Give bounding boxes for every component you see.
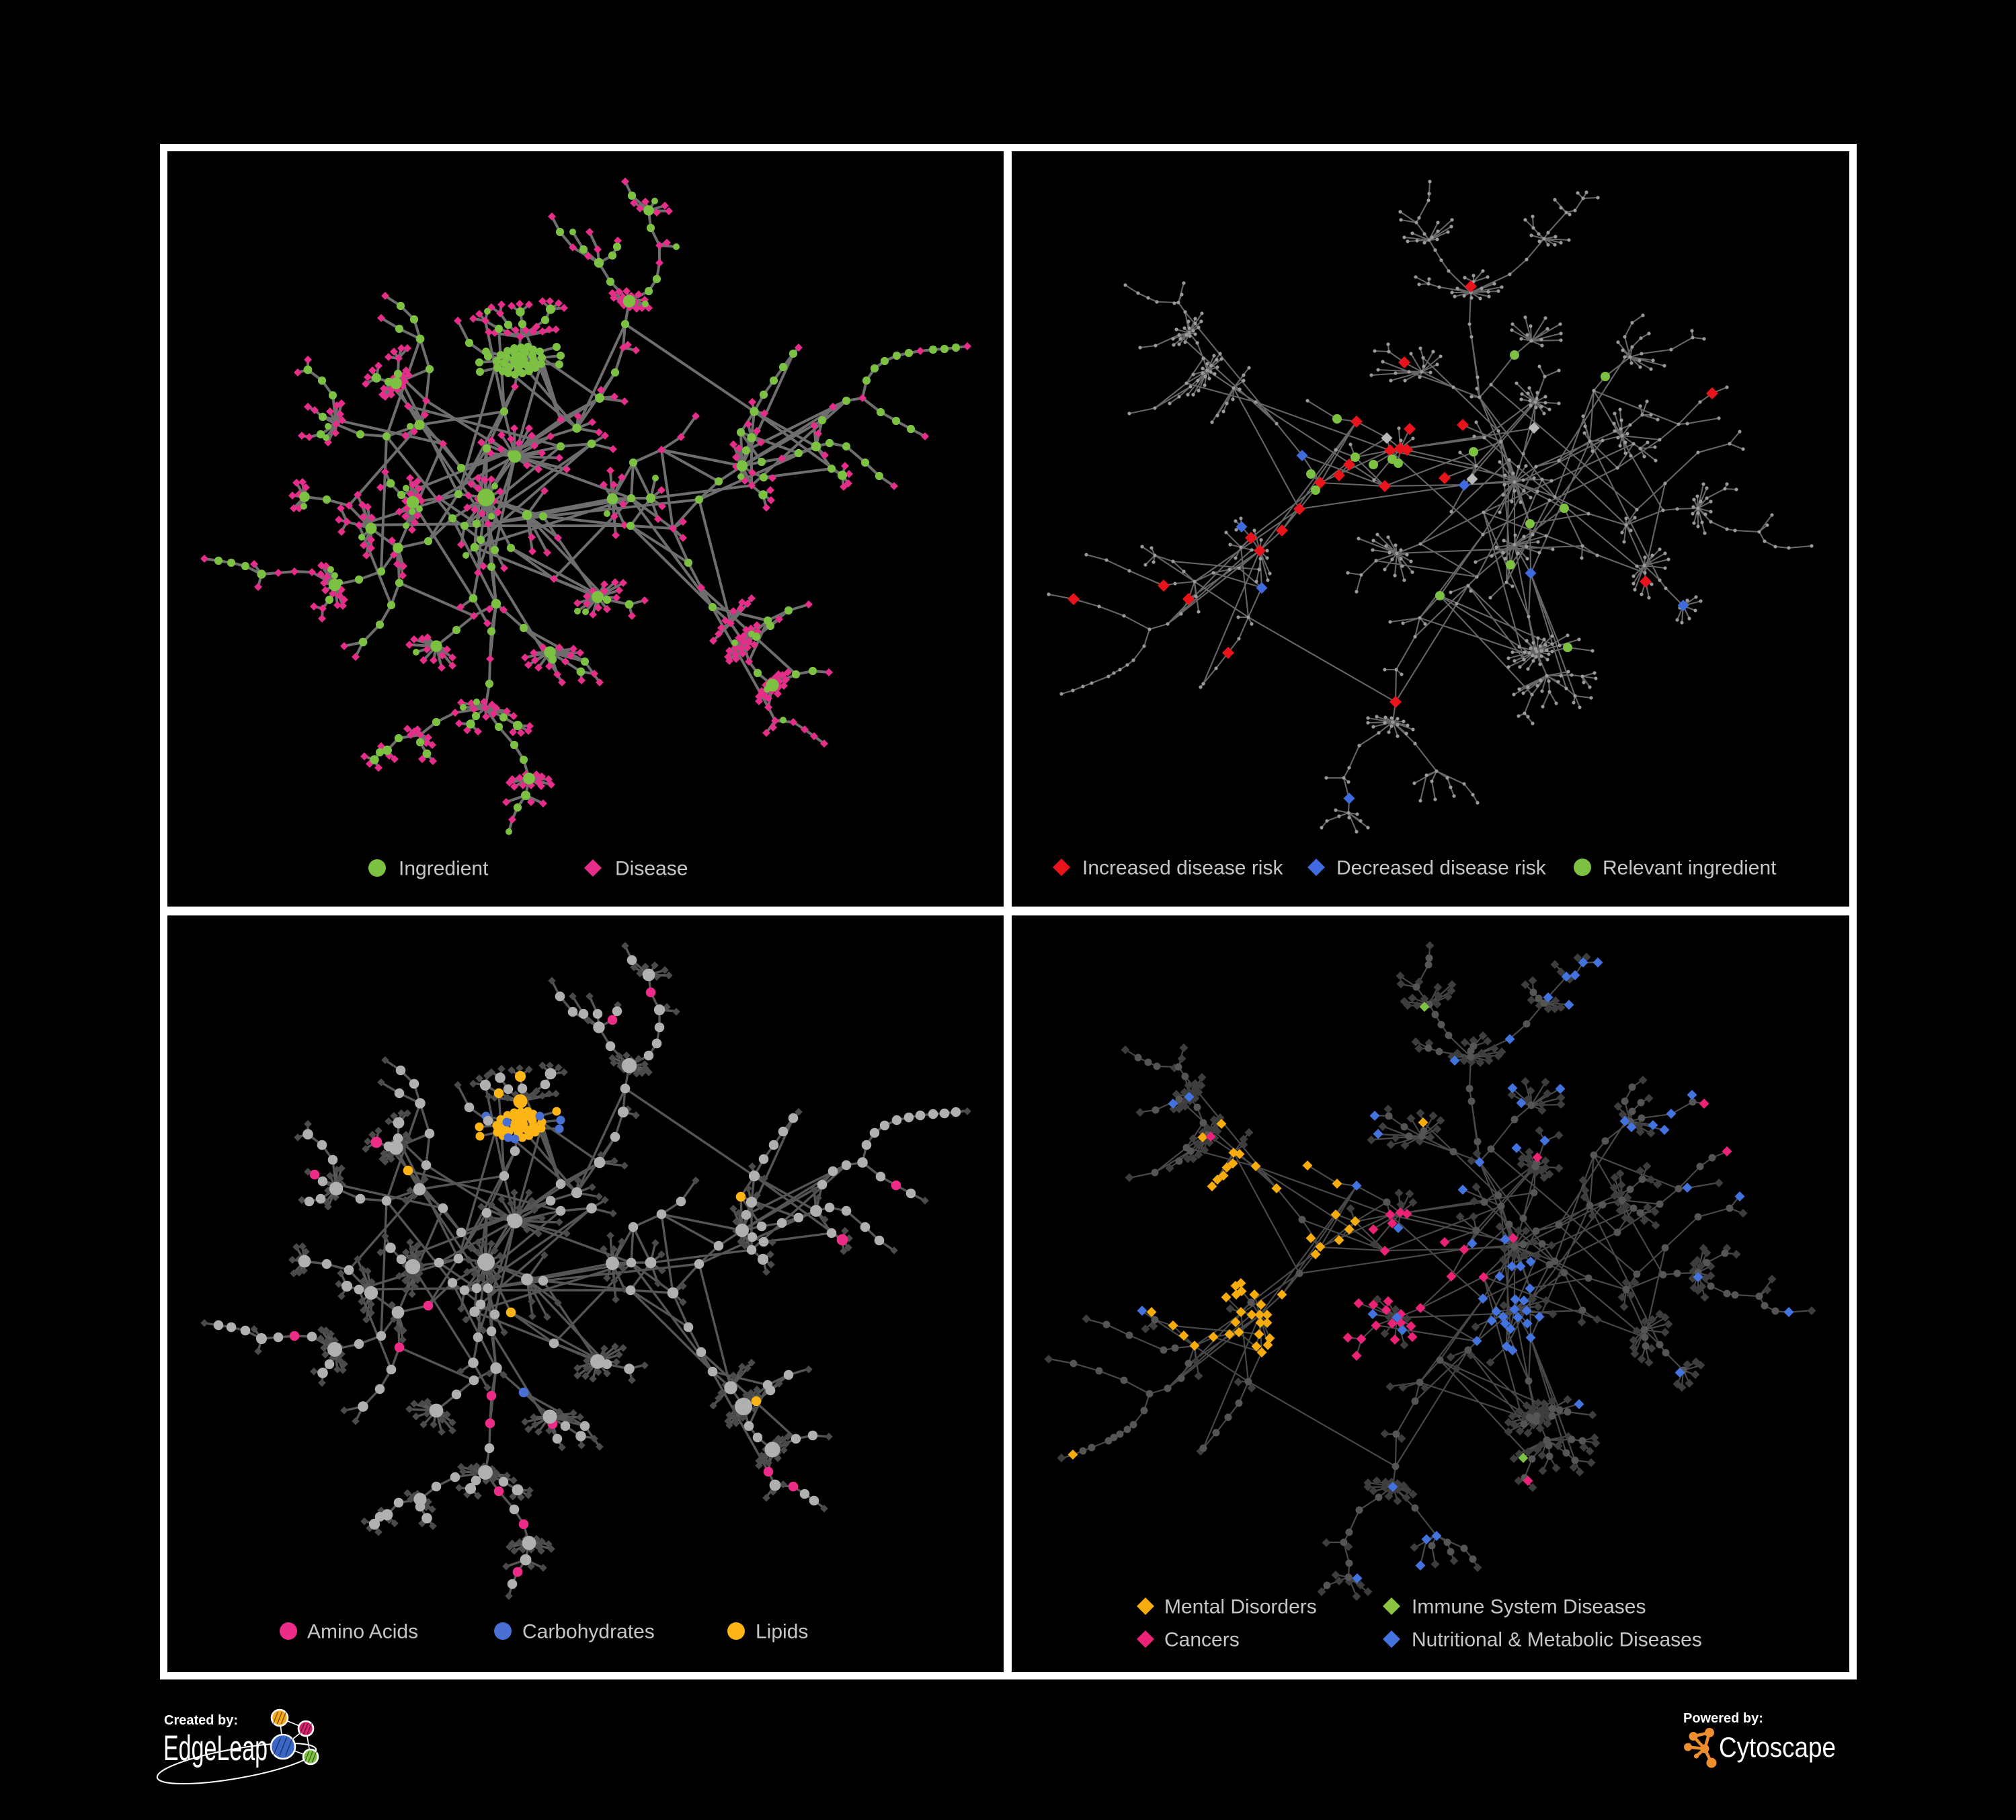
svg-text:Immune System Diseases: Immune System Diseases — [1412, 1596, 1646, 1618]
svg-text:Carbohydrates: Carbohydrates — [522, 1621, 655, 1643]
svg-text:Decreased disease risk: Decreased disease risk — [1336, 857, 1547, 879]
svg-text:Increased disease risk: Increased disease risk — [1082, 857, 1283, 879]
svg-text:Nutritional & Metabolic Diseas: Nutritional & Metabolic Diseases — [1412, 1629, 1702, 1651]
svg-text:Created by:: Created by: — [164, 1713, 238, 1728]
svg-text:Mental Disorders: Mental Disorders — [1164, 1596, 1317, 1618]
svg-text:Cancers: Cancers — [1164, 1629, 1240, 1651]
svg-text:Powered by:: Powered by: — [1683, 1711, 1763, 1726]
svg-text:Relevant ingredient: Relevant ingredient — [1603, 857, 1777, 879]
svg-text:Lipids: Lipids — [756, 1621, 808, 1643]
svg-text:Amino Acids: Amino Acids — [307, 1621, 418, 1643]
svg-text:Cytoscape: Cytoscape — [1719, 1731, 1836, 1763]
svg-text:Disease: Disease — [615, 858, 688, 880]
svg-text:Ingredient: Ingredient — [399, 858, 489, 880]
svg-text:EdgeLeap: EdgeLeap — [163, 1729, 268, 1768]
